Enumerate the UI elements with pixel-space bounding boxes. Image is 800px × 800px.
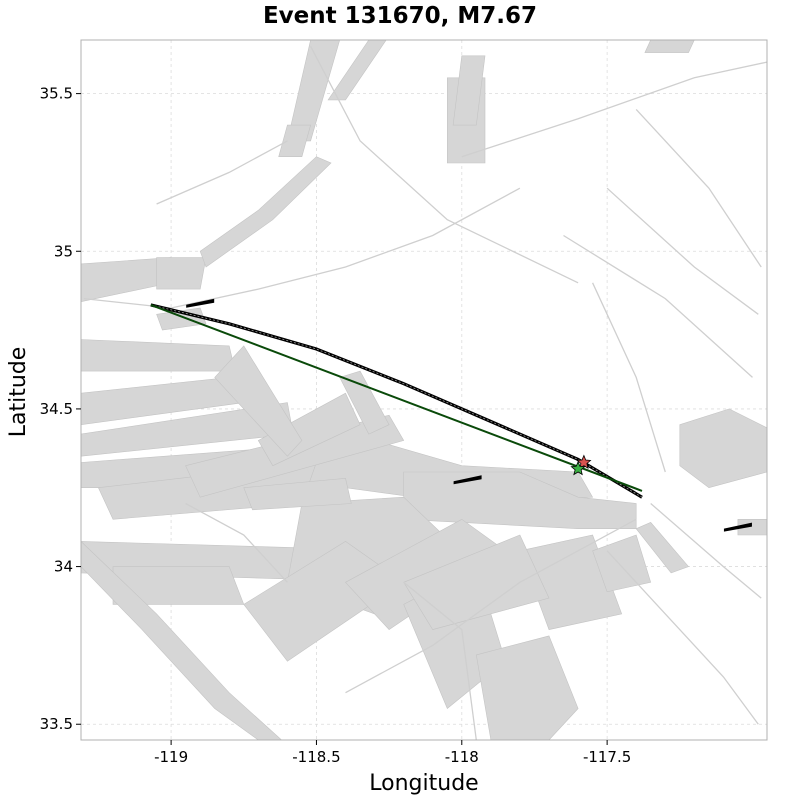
fault-patch	[81, 540, 283, 740]
y-tick-label: 35	[54, 242, 73, 260]
fault-trace	[592, 282, 666, 473]
fault-patch	[452, 55, 486, 126]
map-title: Event 131670, M7.67	[263, 3, 537, 29]
x-axis-label: Longitude	[369, 771, 478, 796]
y-axis-label: Latitude	[6, 347, 31, 438]
rupture-layer	[150, 303, 643, 499]
fault-patch	[403, 471, 637, 530]
fault-patch	[403, 534, 550, 630]
fault-trace	[606, 187, 759, 315]
fault-trace	[461, 61, 767, 158]
fault-patch	[592, 534, 652, 593]
y-axis-ticks: 33.5 34 34.5 35 35.5	[40, 85, 81, 733]
fault-trace	[635, 108, 762, 268]
fault-patch	[243, 477, 352, 511]
fault-trace	[606, 550, 759, 725]
fault-trace	[345, 518, 637, 694]
fault-patch	[287, 40, 341, 142]
x-tick-label: -118.5	[292, 748, 340, 766]
fault-trace	[156, 140, 288, 205]
y-tick-label: 34	[54, 558, 73, 576]
y-tick-label: 34.5	[40, 400, 73, 418]
fault-traces	[83, 45, 767, 740]
fault-patch	[278, 124, 311, 157]
fault-patch	[199, 156, 332, 268]
epicenter-star-green	[570, 460, 586, 476]
fault-patch	[339, 370, 390, 435]
fault-patch	[156, 257, 207, 290]
fault-patch	[635, 522, 690, 574]
fault-patch	[679, 408, 767, 489]
y-tick-label: 33.5	[40, 715, 73, 733]
y-tick-label: 35.5	[40, 85, 73, 103]
minor-segment	[186, 298, 215, 308]
fault-patch	[737, 518, 767, 536]
fault-patch	[327, 40, 387, 101]
fault-patch	[475, 635, 579, 740]
fault-patch	[644, 40, 695, 53]
fault-trace	[563, 234, 753, 378]
minor-rupture-segments	[186, 298, 752, 532]
minor-segment	[453, 475, 482, 485]
rupture-trace-mesh	[150, 304, 643, 498]
x-tick-label: -118	[445, 748, 479, 766]
fault-trace	[185, 502, 288, 583]
fault-trace	[650, 503, 762, 599]
fault-patches	[81, 40, 767, 740]
fault-trace	[310, 45, 579, 284]
fault-patch	[156, 307, 207, 331]
rupture-straight-line	[150, 303, 643, 492]
plot-area	[81, 40, 767, 740]
epicenter-star-red	[576, 454, 592, 470]
x-tick-label: -117.5	[583, 748, 631, 766]
x-axis-ticks: -119 -118.5 -118 -117.5	[154, 740, 631, 766]
minor-segment	[723, 522, 752, 532]
epicenter-markers	[570, 454, 592, 476]
x-tick-label: -119	[154, 748, 188, 766]
plot-frame	[80, 39, 768, 741]
fault-trace	[403, 581, 477, 740]
fault-patch	[214, 345, 303, 457]
